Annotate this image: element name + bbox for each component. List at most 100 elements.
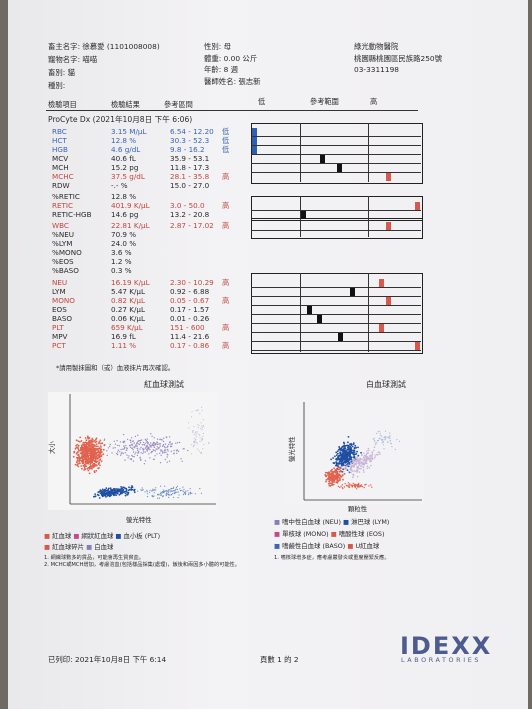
- result-marker-5: [385, 173, 391, 181]
- scatter-point: [201, 425, 203, 427]
- scatter-point: [105, 493, 108, 496]
- wbc-scatter-svg: [303, 402, 422, 501]
- scatter-point: [330, 458, 332, 461]
- scatter-point: [201, 440, 203, 442]
- result-ref-22: 11.4 - 21.6: [170, 332, 210, 341]
- scatter-point: [146, 491, 148, 493]
- wbc-x-label: 顆粒性: [348, 505, 368, 513]
- scatter-point: [358, 462, 360, 464]
- scatter-point: [356, 462, 358, 464]
- scatter-point: [73, 451, 76, 454]
- scatter-point: [350, 471, 352, 474]
- result-marker-1: [252, 137, 257, 145]
- scatter-point: [365, 458, 367, 461]
- scatter-point: [351, 465, 353, 468]
- scatter-point: [136, 454, 139, 457]
- scatter-point: [362, 463, 365, 465]
- scatter-point: [343, 458, 345, 460]
- scatter-point: [389, 432, 391, 434]
- scatter-point: [347, 482, 350, 484]
- scatter-point: [128, 455, 130, 457]
- scatter-point: [371, 451, 373, 454]
- scatter-point: [349, 484, 351, 486]
- scatter-point: [344, 453, 347, 456]
- rbc-legend-row2: ■ 紅血球碎片 ■ 白血球: [44, 543, 113, 551]
- scatter-point: [169, 491, 171, 493]
- scatter-point: [160, 493, 162, 495]
- scatter-point: [325, 475, 328, 478]
- scatter-point: [335, 451, 338, 454]
- scatter-point: [364, 462, 366, 465]
- scatter-point: [167, 454, 169, 456]
- scatter-point: [175, 442, 177, 444]
- rbc-scatter-plot: [48, 392, 218, 510]
- scatter-point: [96, 460, 99, 463]
- scatter-point: [103, 438, 106, 440]
- scatter-point: [87, 443, 90, 446]
- scatter-point: [394, 448, 396, 451]
- scatter-point: [133, 446, 135, 448]
- scatter-point: [357, 454, 360, 457]
- scatter-point: [83, 447, 86, 450]
- result-name-9: RETIC-HGB: [52, 210, 92, 219]
- scatter-point: [151, 435, 153, 437]
- scatter-point: [115, 494, 118, 496]
- scatter-point: [93, 439, 96, 442]
- smear-note: *請用製抹圖和（或）血液抹片再次確認。: [56, 364, 175, 372]
- grid-row-line: [251, 136, 421, 137]
- scatter-point: [375, 442, 377, 444]
- scatter-point: [353, 465, 356, 467]
- scatter-point: [91, 437, 94, 440]
- scatter-point: [130, 458, 132, 461]
- scatter-point: [177, 491, 179, 493]
- scatter-point: [341, 448, 344, 451]
- scatter-point: [118, 445, 121, 447]
- scatter-point: [122, 441, 124, 443]
- result-marker-10: [385, 222, 391, 230]
- result-value-11: 70.9 %: [111, 230, 137, 239]
- scatter-point: [336, 452, 339, 455]
- scatter-point: [160, 494, 163, 496]
- scatter-point: [363, 458, 366, 460]
- scatter-point: [359, 468, 361, 470]
- scatter-point: [341, 446, 344, 448]
- scatter-point: [354, 462, 356, 465]
- scatter-point: [366, 450, 368, 452]
- scatter-point: [146, 489, 148, 491]
- scatter-point: [163, 446, 166, 448]
- scatter-point: [129, 439, 131, 441]
- scatter-point: [105, 496, 107, 498]
- scatter-point: [351, 470, 354, 472]
- scatter-point: [156, 443, 159, 446]
- scatter-point: [84, 450, 87, 453]
- rbc-y-label: 大小: [48, 441, 56, 454]
- scatter-point: [175, 486, 177, 489]
- scatter-point: [109, 494, 112, 496]
- printed-timestamp: 已列印: 2021年10月8日 下午 6:14: [48, 655, 167, 664]
- scatter-point: [197, 427, 199, 429]
- scatter-point: [84, 454, 87, 457]
- scatter-point: [91, 449, 94, 451]
- scatter-point: [350, 464, 353, 467]
- scatter-point: [162, 496, 164, 498]
- result-marker-8: [415, 202, 420, 210]
- scatter-point: [167, 489, 169, 491]
- result-ref-23: 0.17 - 0.86: [170, 341, 210, 350]
- result-flag-18: 高: [222, 296, 230, 305]
- scatter-point: [168, 436, 171, 438]
- range-grid-1: [251, 196, 423, 221]
- scatter-point: [344, 461, 347, 463]
- result-value-20: 0.06 K/µL: [111, 314, 146, 323]
- scatter-point: [137, 443, 139, 445]
- scatter-point: [367, 452, 370, 454]
- scatter-point: [351, 486, 353, 488]
- scatter-point: [115, 492, 117, 495]
- scatter-point: [147, 443, 149, 445]
- range-grid-2: [251, 218, 423, 239]
- scatter-point: [366, 456, 369, 458]
- scatter-point: [329, 477, 332, 480]
- scatter-point: [120, 453, 123, 455]
- vet-name: 醫師姓名: 張志新: [204, 77, 261, 86]
- scatter-point: [331, 468, 333, 471]
- scatter-point: [350, 467, 352, 469]
